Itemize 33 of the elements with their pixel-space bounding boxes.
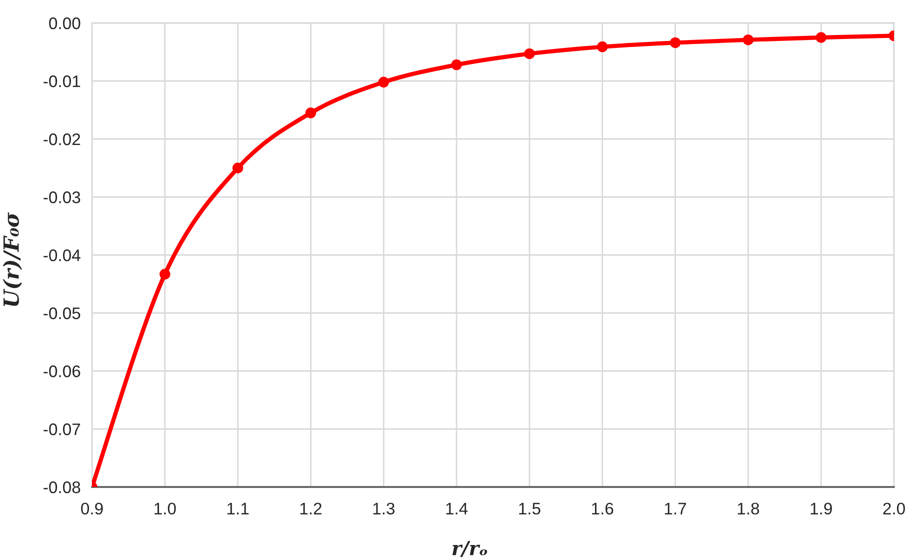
y-axis-title: U(r)/F₀σ [2, 212, 22, 306]
point [524, 48, 535, 60]
y-tick-label: -0.06 [44, 365, 80, 378]
point [378, 76, 390, 88]
point [160, 268, 170, 280]
point [596, 41, 608, 52]
x-tick-label: 1.6 [592, 502, 614, 515]
x-tick-label: 1.0 [154, 502, 176, 515]
point [451, 59, 462, 70]
x-tick-label: 1.4 [446, 502, 468, 514]
y-tick-label: 0.00 [49, 17, 80, 30]
y-tick-label: -0.07 [44, 423, 80, 436]
x-tick-label: 1.3 [373, 502, 394, 515]
point [670, 37, 681, 48]
y-tick-label: -0.03 [44, 191, 80, 204]
x-tick-label: 0.9 [81, 502, 103, 515]
x-tick-label: 1.7 [664, 502, 686, 514]
y-tick-label: -0.05 [44, 307, 80, 320]
x-axis-title: r/rₒ [452, 540, 488, 557]
point [232, 162, 244, 174]
x-tick-label: 1.1 [228, 502, 249, 514]
x-tick-label: 1.9 [810, 502, 832, 515]
point [305, 108, 316, 118]
x-tick-label: 1.5 [519, 502, 540, 515]
y-tick-label: -0.01 [44, 75, 80, 88]
y-tick-label: -0.04 [44, 249, 80, 262]
point [742, 34, 754, 46]
y-tick-label: -0.08 [44, 481, 80, 494]
x-tick-label: 2.0 [883, 502, 905, 515]
x-tick-label: 1.8 [738, 502, 760, 515]
point [816, 32, 826, 43]
x-tick-label: 1.2 [300, 502, 322, 514]
y-tick-label: -0.02 [44, 133, 80, 146]
